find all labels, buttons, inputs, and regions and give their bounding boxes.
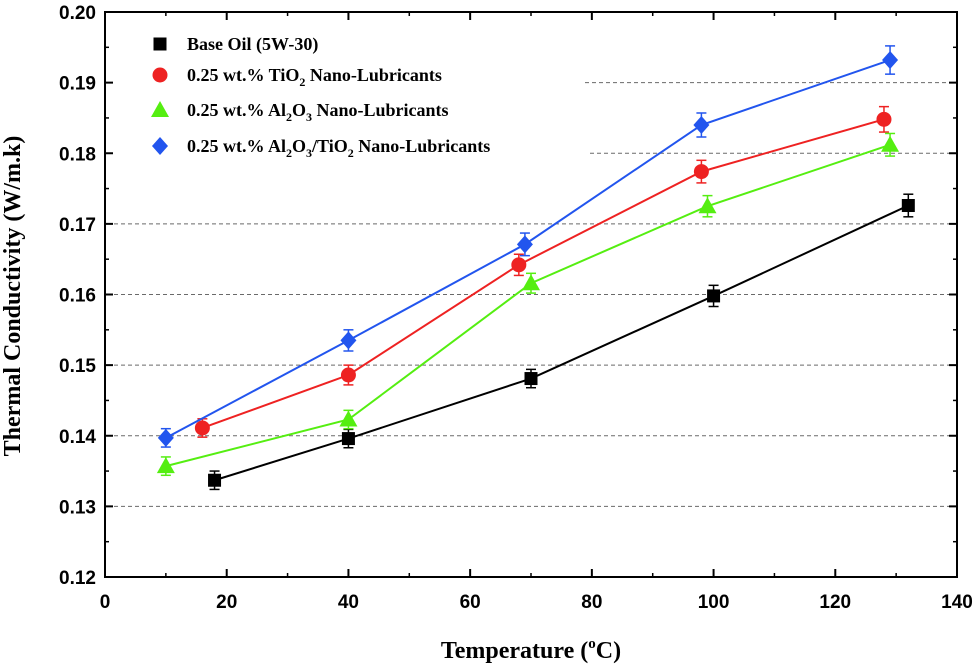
x-tick-label: 20	[216, 592, 237, 613]
x-title-text: C)	[596, 638, 621, 664]
data-point	[341, 432, 355, 446]
data-point	[511, 257, 527, 273]
x-axis-title: Temperature (oC)	[441, 636, 621, 664]
data-point	[339, 410, 358, 427]
legend-entry: 0.25 wt.% Al2O3/TiO2 Nano-Lubricants	[152, 136, 490, 160]
legend-text-run: Nano-Lubricants	[354, 136, 491, 156]
axis-ticks: 0.12 0.13 0.14 0.15 0.16 0.17 0.18 0.19 0.20 0 20 4…	[59, 3, 973, 613]
series-2	[194, 105, 892, 438]
y-axis-title: Thermal Conductivity (W/m.k)	[0, 136, 26, 457]
legend-label: Base Oil (5W-30)	[187, 34, 318, 55]
series-line	[202, 118, 885, 429]
data-point	[340, 331, 357, 350]
data-point	[882, 51, 899, 70]
y-tick-label: 0.12	[59, 568, 96, 589]
legend-label: 0.25 wt.% TiO2 Nano-Lubricants	[187, 65, 442, 89]
legend-marker	[151, 101, 169, 117]
data-point	[340, 367, 356, 383]
legend-subscript: 3	[306, 146, 312, 160]
legend-subscript: 2	[348, 146, 354, 160]
data-point	[522, 274, 540, 291]
legend-entry: 0.25 wt.% TiO2 Nano-Lubricants	[152, 65, 442, 89]
legend-subscript: 2	[286, 146, 292, 160]
legend-label: 0.25 wt.% Al2O3 Nano-Lubricants	[187, 100, 449, 124]
data-point	[693, 164, 709, 180]
legend-subscript: 2	[299, 75, 305, 89]
x-tick-label: 140	[941, 592, 973, 613]
data-point	[901, 199, 915, 213]
data-point	[876, 111, 892, 127]
x-tick-label: 40	[338, 592, 359, 613]
series-line	[165, 143, 891, 468]
series-group	[156, 45, 915, 491]
x-tick-label: 100	[698, 592, 730, 613]
legend-text-run: O	[292, 136, 306, 156]
legend-marker	[152, 137, 168, 155]
series-3	[156, 132, 900, 477]
data-point	[524, 372, 538, 386]
legend-text-run: Nano-Lubricants	[305, 65, 442, 85]
y-tick-label: 0.18	[59, 144, 96, 165]
x-tick-label: 80	[581, 592, 602, 613]
data-point	[698, 197, 717, 214]
series-1	[208, 193, 915, 491]
y-tick-label: 0.17	[59, 215, 96, 236]
legend-text-run: /TiO	[311, 136, 348, 156]
legend-text-run: O	[292, 100, 306, 120]
series-line	[214, 204, 909, 482]
data-point	[156, 457, 175, 474]
y-tick-label: 0.13	[59, 497, 96, 518]
x-tick-label: 120	[819, 592, 851, 613]
x-tick-label: 60	[460, 592, 481, 613]
legend-subscript: 3	[306, 110, 312, 124]
grid-lines	[107, 82, 955, 507]
legend-marker	[152, 67, 168, 83]
data-point	[157, 428, 174, 447]
y-tick-label: 0.16	[59, 286, 96, 307]
legend-marker	[153, 37, 167, 51]
legend-text-run: 0.25 wt.% Al	[187, 100, 286, 120]
data-point	[881, 135, 900, 152]
data-point	[208, 473, 222, 487]
series-4	[157, 45, 899, 448]
y-tick-label: 0.19	[59, 74, 96, 95]
y-tick-label: 0.20	[59, 3, 96, 24]
data-point	[194, 420, 210, 436]
legend-entry: 0.25 wt.% Al2O3 Nano-Lubricants	[151, 100, 449, 124]
legend-entry: Base Oil (5W-30)	[153, 34, 318, 55]
legend-text-run: 0.25 wt.% Al	[187, 136, 286, 156]
x-title-text: Temperature (	[441, 638, 588, 664]
data-point	[693, 116, 710, 134]
legend-subscript: 2	[286, 110, 292, 124]
x-tick-label: 0	[100, 592, 111, 613]
legend: Base Oil (5W-30)0.25 wt.% TiO2 Nano-Lubr…	[151, 34, 490, 160]
legend-label: 0.25 wt.% Al2O3/TiO2 Nano-Lubricants	[187, 136, 490, 160]
legend-text-run: 0.25 wt.% TiO	[187, 65, 299, 85]
x-title-superscript: o	[588, 636, 596, 652]
data-point	[707, 289, 721, 303]
data-point	[516, 235, 533, 254]
y-tick-label: 0.14	[59, 427, 96, 448]
legend-text-run: Nano-Lubricants	[312, 100, 449, 120]
legend-text-run: Base Oil (5W-30)	[187, 34, 318, 55]
y-tick-label: 0.15	[59, 356, 96, 377]
